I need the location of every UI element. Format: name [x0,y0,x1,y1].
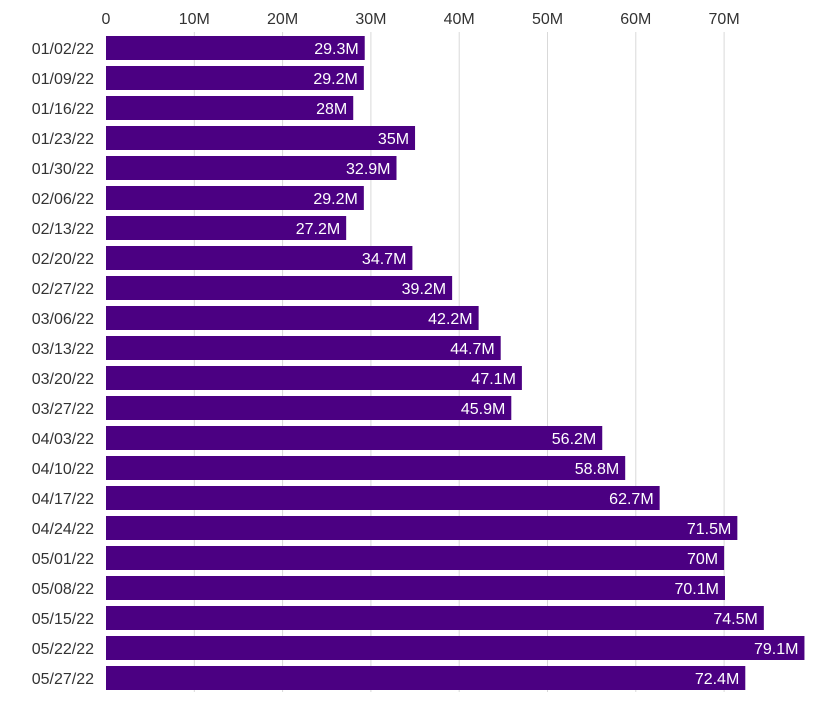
category-label: 01/16/22 [32,101,94,118]
category-label: 03/27/22 [32,401,94,418]
bar [106,396,512,420]
data-label: 29.2M [313,191,357,208]
bar [106,126,416,150]
bar [106,276,453,300]
category-labels: 01/02/22 01/09/22 01/16/22 01/23/22 01/30/22… [32,41,94,688]
category-label: 05/22/22 [32,641,94,658]
data-labels: 29.3M 29.2M 28M 35M 32.9M 29.2M 27.2M 34.7M 39.2… [296,41,799,688]
bars [106,36,805,690]
category-label: 01/09/22 [32,71,94,88]
category-label: 03/06/22 [32,311,94,328]
x-tick-label: 60M [620,11,651,28]
bar [106,156,397,180]
data-label: 35M [378,131,409,148]
category-label: 02/27/22 [32,281,94,298]
bar [106,546,725,570]
x-tick-label: 10M [179,11,210,28]
x-tick-label: 40M [444,11,475,28]
category-label: 04/24/22 [32,521,94,538]
data-label: 29.3M [314,41,358,58]
category-label: 05/01/22 [32,551,94,568]
data-label: 58.8M [575,461,619,478]
x-tick-label: 0 [102,11,111,28]
bar [106,456,626,480]
category-label: 04/03/22 [32,431,94,448]
data-label: 28M [316,101,347,118]
category-label: 01/02/22 [32,41,94,58]
x-tick-label: 30M [355,11,386,28]
data-label: 79.1M [754,641,798,658]
category-label: 01/23/22 [32,131,94,148]
data-label: 71.5M [687,521,731,538]
data-label: 34.7M [362,251,406,268]
bar [106,36,365,60]
category-label: 05/15/22 [32,611,94,628]
x-axis-ticks: 0 10M 20M 30M 40M 50M 60M 70M [102,11,740,28]
category-label: 02/13/22 [32,221,94,238]
category-label: 04/10/22 [32,461,94,478]
bar [106,636,805,660]
data-label: 56.2M [552,431,596,448]
bar [106,366,522,390]
category-label: 04/17/22 [32,491,94,508]
data-label: 47.1M [471,371,515,388]
bar [106,336,501,360]
data-label: 70M [687,551,718,568]
bar [106,606,764,630]
data-label: 39.2M [402,281,446,298]
data-label: 27.2M [296,221,340,238]
category-label: 03/13/22 [32,341,94,358]
bar [106,426,603,450]
bar [106,516,738,540]
data-label: 29.2M [313,71,357,88]
data-label: 42.2M [428,311,472,328]
data-label: 70.1M [675,581,719,598]
category-label: 01/30/22 [32,161,94,178]
category-label: 03/20/22 [32,371,94,388]
bar [106,246,413,270]
bar [106,66,364,90]
bar [106,666,746,690]
category-label: 02/20/22 [32,251,94,268]
bar [106,96,354,120]
x-tick-label: 50M [532,11,563,28]
data-label: 62.7M [609,491,653,508]
data-label: 45.9M [461,401,505,418]
category-label: 05/27/22 [32,671,94,688]
data-label: 72.4M [695,671,739,688]
bar [106,486,660,510]
x-tick-label: 70M [709,11,740,28]
bar [106,306,479,330]
bar [106,216,347,240]
category-label: 05/08/22 [32,581,94,598]
x-tick-label: 20M [267,11,298,28]
category-label: 02/06/22 [32,191,94,208]
bar [106,576,725,600]
data-label: 44.7M [450,341,494,358]
bar [106,186,364,210]
data-label: 32.9M [346,161,390,178]
data-label: 74.5M [713,611,757,628]
